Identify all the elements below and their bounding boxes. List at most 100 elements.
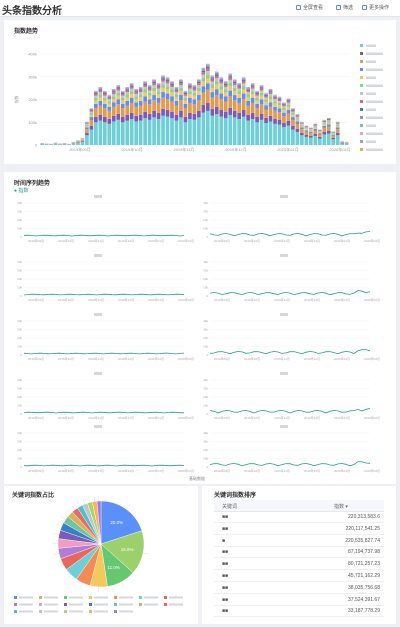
bar-segment <box>255 90 259 92</box>
bar-segment <box>335 125 340 128</box>
bar-segment <box>107 96 112 98</box>
bar-segment <box>326 118 331 120</box>
table-row[interactable]: ■■ 80,721,257.23 <box>214 558 384 571</box>
table-row[interactable]: ■■ 45,721,162.29 <box>214 570 384 582</box>
legend-text-placeholder <box>366 148 383 151</box>
bar-segment <box>147 90 152 93</box>
table-row[interactable]: ■■ 220,117,541.25 <box>214 523 384 535</box>
table-row[interactable]: ■■ 33,187,778.29 <box>214 605 384 618</box>
bar-segment <box>85 129 89 133</box>
bar-segment <box>183 122 188 145</box>
bar-segment <box>107 94 112 96</box>
bar-segment <box>326 122 331 125</box>
bar-segment <box>246 88 250 90</box>
bar-segment <box>165 77 170 79</box>
legend-swatch <box>14 603 17 606</box>
bar-segment <box>152 80 156 82</box>
bar-segment <box>138 114 143 121</box>
bar-segment <box>98 92 103 95</box>
bar-segment <box>192 92 197 96</box>
bar-segment <box>165 98 170 110</box>
x-tick-label: 2020年02月 <box>178 238 194 243</box>
bar-segment <box>183 90 188 92</box>
bar-segment <box>201 92 206 105</box>
y-tick-label: 10k <box>203 286 208 290</box>
bar-segment <box>107 101 112 104</box>
bar-segment <box>277 119 282 125</box>
bar-segment <box>152 110 156 118</box>
bar-segment <box>89 110 94 112</box>
bar-segment <box>219 89 224 94</box>
bar-segment <box>232 110 237 118</box>
bar-segment <box>304 128 309 130</box>
x-tick-label: 2019年11月 <box>88 297 104 302</box>
x-tick-label: 2019年11月 <box>274 356 290 361</box>
leader-line <box>126 504 130 510</box>
bar-segment <box>214 78 219 82</box>
table-row[interactable]: ■ 220,535,827.74 <box>214 535 384 547</box>
bar-segment <box>120 122 125 145</box>
bar-segment <box>125 97 130 101</box>
bar-segment <box>210 81 215 85</box>
col-value[interactable]: 指数 ▾ <box>334 504 348 510</box>
bar-segment <box>205 110 210 145</box>
bar-segment <box>94 116 98 123</box>
y-tick-label: 20k <box>203 277 208 281</box>
pie-data-label: 16.6% <box>121 547 134 552</box>
pie-chart: 20.0% 16.6% 11.0% <box>14 495 183 613</box>
leader-line <box>121 581 125 588</box>
more-button[interactable]: 更多操作 <box>362 4 389 11</box>
bar-segment <box>264 95 268 98</box>
bar-segment <box>219 86 224 90</box>
x-tick-label: 2020年01月 <box>334 238 350 243</box>
fullscreen-button[interactable]: 全屏查看 <box>296 4 323 11</box>
bar-segment <box>223 96 228 102</box>
keyword-cell: ■■ <box>222 608 229 615</box>
bar-segment <box>205 74 210 79</box>
bar-segment <box>295 115 300 116</box>
subchart-title-placeholder <box>94 195 102 198</box>
y-tick-label: 20k <box>203 395 208 399</box>
bar-segment <box>322 120 327 121</box>
bar-segment <box>197 87 201 92</box>
screen-icon <box>296 5 301 10</box>
legend-swatch <box>360 108 363 111</box>
table-row[interactable]: ■■ 87,194,737.98 <box>214 546 384 559</box>
bar-segment <box>156 112 161 120</box>
legend-swatch <box>360 52 363 55</box>
bar-segment <box>197 83 201 86</box>
bar-segment <box>174 114 179 121</box>
bar-segment <box>237 85 242 87</box>
bar-segment <box>259 90 264 93</box>
pie-slice <box>96 500 102 545</box>
x-tick-label: 2020年01月 <box>334 415 350 420</box>
keyword-cell: ■■ <box>222 514 229 520</box>
bar-segment <box>232 91 237 96</box>
bar-segment <box>98 88 103 90</box>
legend-swatch <box>114 596 117 599</box>
bar-segment <box>107 95 112 97</box>
table-row[interactable]: ■■ 38,035,756.68 <box>214 582 384 594</box>
table-row[interactable]: ■■ 220,313,583.6 <box>214 511 384 523</box>
bar-segment <box>322 134 327 145</box>
bar-segment <box>179 79 183 81</box>
bar-segment <box>246 97 250 101</box>
bar-segment <box>322 127 327 132</box>
col-keyword[interactable]: 关键词 <box>222 504 238 510</box>
y-tick-label: 10k <box>17 227 22 231</box>
bar-segment <box>201 104 206 113</box>
bar-segment <box>259 87 264 89</box>
bar-segment <box>308 137 313 145</box>
filter-button[interactable]: 筛选 <box>336 4 353 11</box>
bar-segment <box>313 127 318 129</box>
bar-segment <box>205 63 210 65</box>
bar-segment <box>268 91 273 93</box>
bar-segment <box>80 141 85 143</box>
bar-segment <box>326 130 331 134</box>
bar-segment <box>116 92 121 96</box>
table-row[interactable]: ■■ 37,524,391.67 <box>214 594 384 606</box>
bar-segment <box>223 89 228 93</box>
bar-segment <box>94 100 98 104</box>
bar-segment <box>143 83 147 86</box>
bar-segment <box>111 90 116 92</box>
